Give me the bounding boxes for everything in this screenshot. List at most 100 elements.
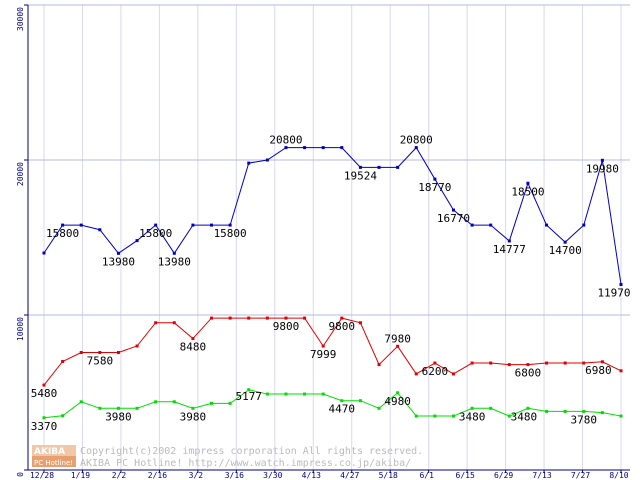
series-2-point	[79, 351, 83, 355]
series-1-point	[451, 208, 455, 212]
series-1-point	[414, 146, 418, 150]
axes	[27, 5, 630, 471]
series-1-point	[303, 146, 307, 150]
series-1-point	[433, 177, 437, 181]
data-label: 18770	[418, 181, 451, 194]
data-label: 8480	[180, 341, 207, 354]
series-3-point	[526, 406, 530, 410]
series-3-point	[172, 400, 176, 404]
series-3-point	[321, 392, 325, 396]
x-tick-label: 6/1	[419, 471, 434, 480]
series-3-point	[358, 399, 362, 403]
series-3-point	[116, 406, 120, 410]
series-1-point	[172, 251, 176, 255]
x-tick-label: 6/15	[456, 471, 475, 480]
series-3-point	[210, 401, 214, 405]
series-1-point	[358, 165, 362, 169]
x-tick-label: 3/16	[225, 471, 244, 480]
x-tick-label: 2/16	[148, 471, 167, 480]
data-label: 7999	[310, 348, 337, 361]
series-1-point	[284, 146, 288, 150]
series-2-point	[414, 372, 418, 376]
data-label: 14700	[549, 244, 582, 257]
series-2-point	[545, 361, 549, 365]
series-3-point	[600, 411, 604, 415]
y-tick-labels: 0 10000 20000 30000	[16, 4, 28, 477]
data-labels-layer: 15800 13980 15800 13980 15800 20800 19524 20800…	[31, 134, 631, 433]
y-tick-label: 20000	[16, 162, 25, 186]
data-label: 4980	[384, 395, 411, 408]
data-label: 20800	[400, 134, 433, 147]
copyright-watermark: AKIBA PC Hotline! Copyright(c)2002 impre…	[32, 445, 423, 469]
series-3-point	[303, 392, 307, 396]
data-label: 6800	[515, 367, 542, 380]
data-label: 4470	[329, 403, 356, 416]
series-2-point	[451, 372, 455, 376]
series-3-point	[396, 391, 400, 395]
series-3-point	[98, 406, 102, 410]
series-1-point	[228, 223, 232, 227]
y-tick-label: 0	[16, 472, 25, 477]
x-tick-label: 3/30	[263, 471, 282, 480]
series-1-point	[61, 223, 65, 227]
data-label: 13980	[158, 255, 191, 268]
series-1-point	[265, 158, 269, 162]
series-3-point	[191, 406, 195, 410]
series-3-point	[247, 388, 251, 392]
x-tick-label: 8/10	[609, 471, 628, 480]
series-3-point	[284, 392, 288, 396]
series-3-point	[228, 401, 232, 405]
data-label: 15800	[46, 227, 79, 240]
series-2-point	[98, 351, 102, 355]
grid-lines	[28, 4, 630, 471]
series-layer	[42, 146, 623, 420]
series-2-point	[619, 369, 623, 373]
series-2-point	[358, 321, 362, 325]
series-2-point	[172, 321, 176, 325]
series-1-point	[582, 223, 586, 227]
data-label: 19980	[586, 162, 619, 175]
series-1-point	[247, 161, 251, 165]
data-label: 6200	[422, 365, 449, 378]
data-label: 3370	[31, 420, 58, 433]
series-1-point	[396, 165, 400, 169]
series-3-point	[79, 400, 83, 404]
series-2-point	[396, 344, 400, 348]
series-1-point	[526, 181, 530, 185]
akiba-badge-bottom-text: PC Hotline!	[34, 459, 73, 467]
series-2-point	[433, 361, 437, 365]
data-label: 20800	[269, 134, 302, 147]
series-1-point	[98, 228, 102, 232]
series-2-point	[191, 337, 195, 341]
series-line-1	[43, 146, 622, 285]
series-2-point	[321, 344, 325, 348]
series-3-point	[507, 414, 511, 418]
series-3-point	[451, 414, 455, 418]
akiba-badge-top-text: AKIBA	[34, 447, 65, 457]
series-2-point	[377, 363, 381, 367]
x-tick-label: 4/27	[340, 471, 359, 480]
data-label: 9800	[329, 320, 356, 333]
series-2-point	[507, 363, 511, 367]
data-label: 13980	[102, 255, 135, 268]
series-line-3	[43, 389, 622, 419]
series-1-point	[377, 165, 381, 169]
series-3-point	[582, 409, 586, 413]
data-label: 15800	[139, 227, 172, 240]
series-2-point	[154, 321, 158, 325]
series-2-point	[526, 363, 530, 367]
series-1-point	[600, 158, 604, 162]
series-2-point	[228, 316, 232, 320]
series-1-point	[340, 146, 344, 150]
data-label: 3480	[511, 410, 538, 423]
x-tick-labels: 12/28 1/19 2/2 2/16 3/2 3/16 3/30 4/13 4/27 5/18 6…	[30, 470, 629, 480]
data-label: 5177	[235, 390, 262, 403]
data-label: 3480	[459, 410, 486, 423]
series-3-point	[340, 399, 344, 403]
x-tick-label: 3/2	[189, 471, 204, 480]
series-2-point	[116, 351, 120, 355]
x-tick-label: 6/29	[494, 471, 513, 480]
data-label: 14777	[493, 243, 526, 256]
